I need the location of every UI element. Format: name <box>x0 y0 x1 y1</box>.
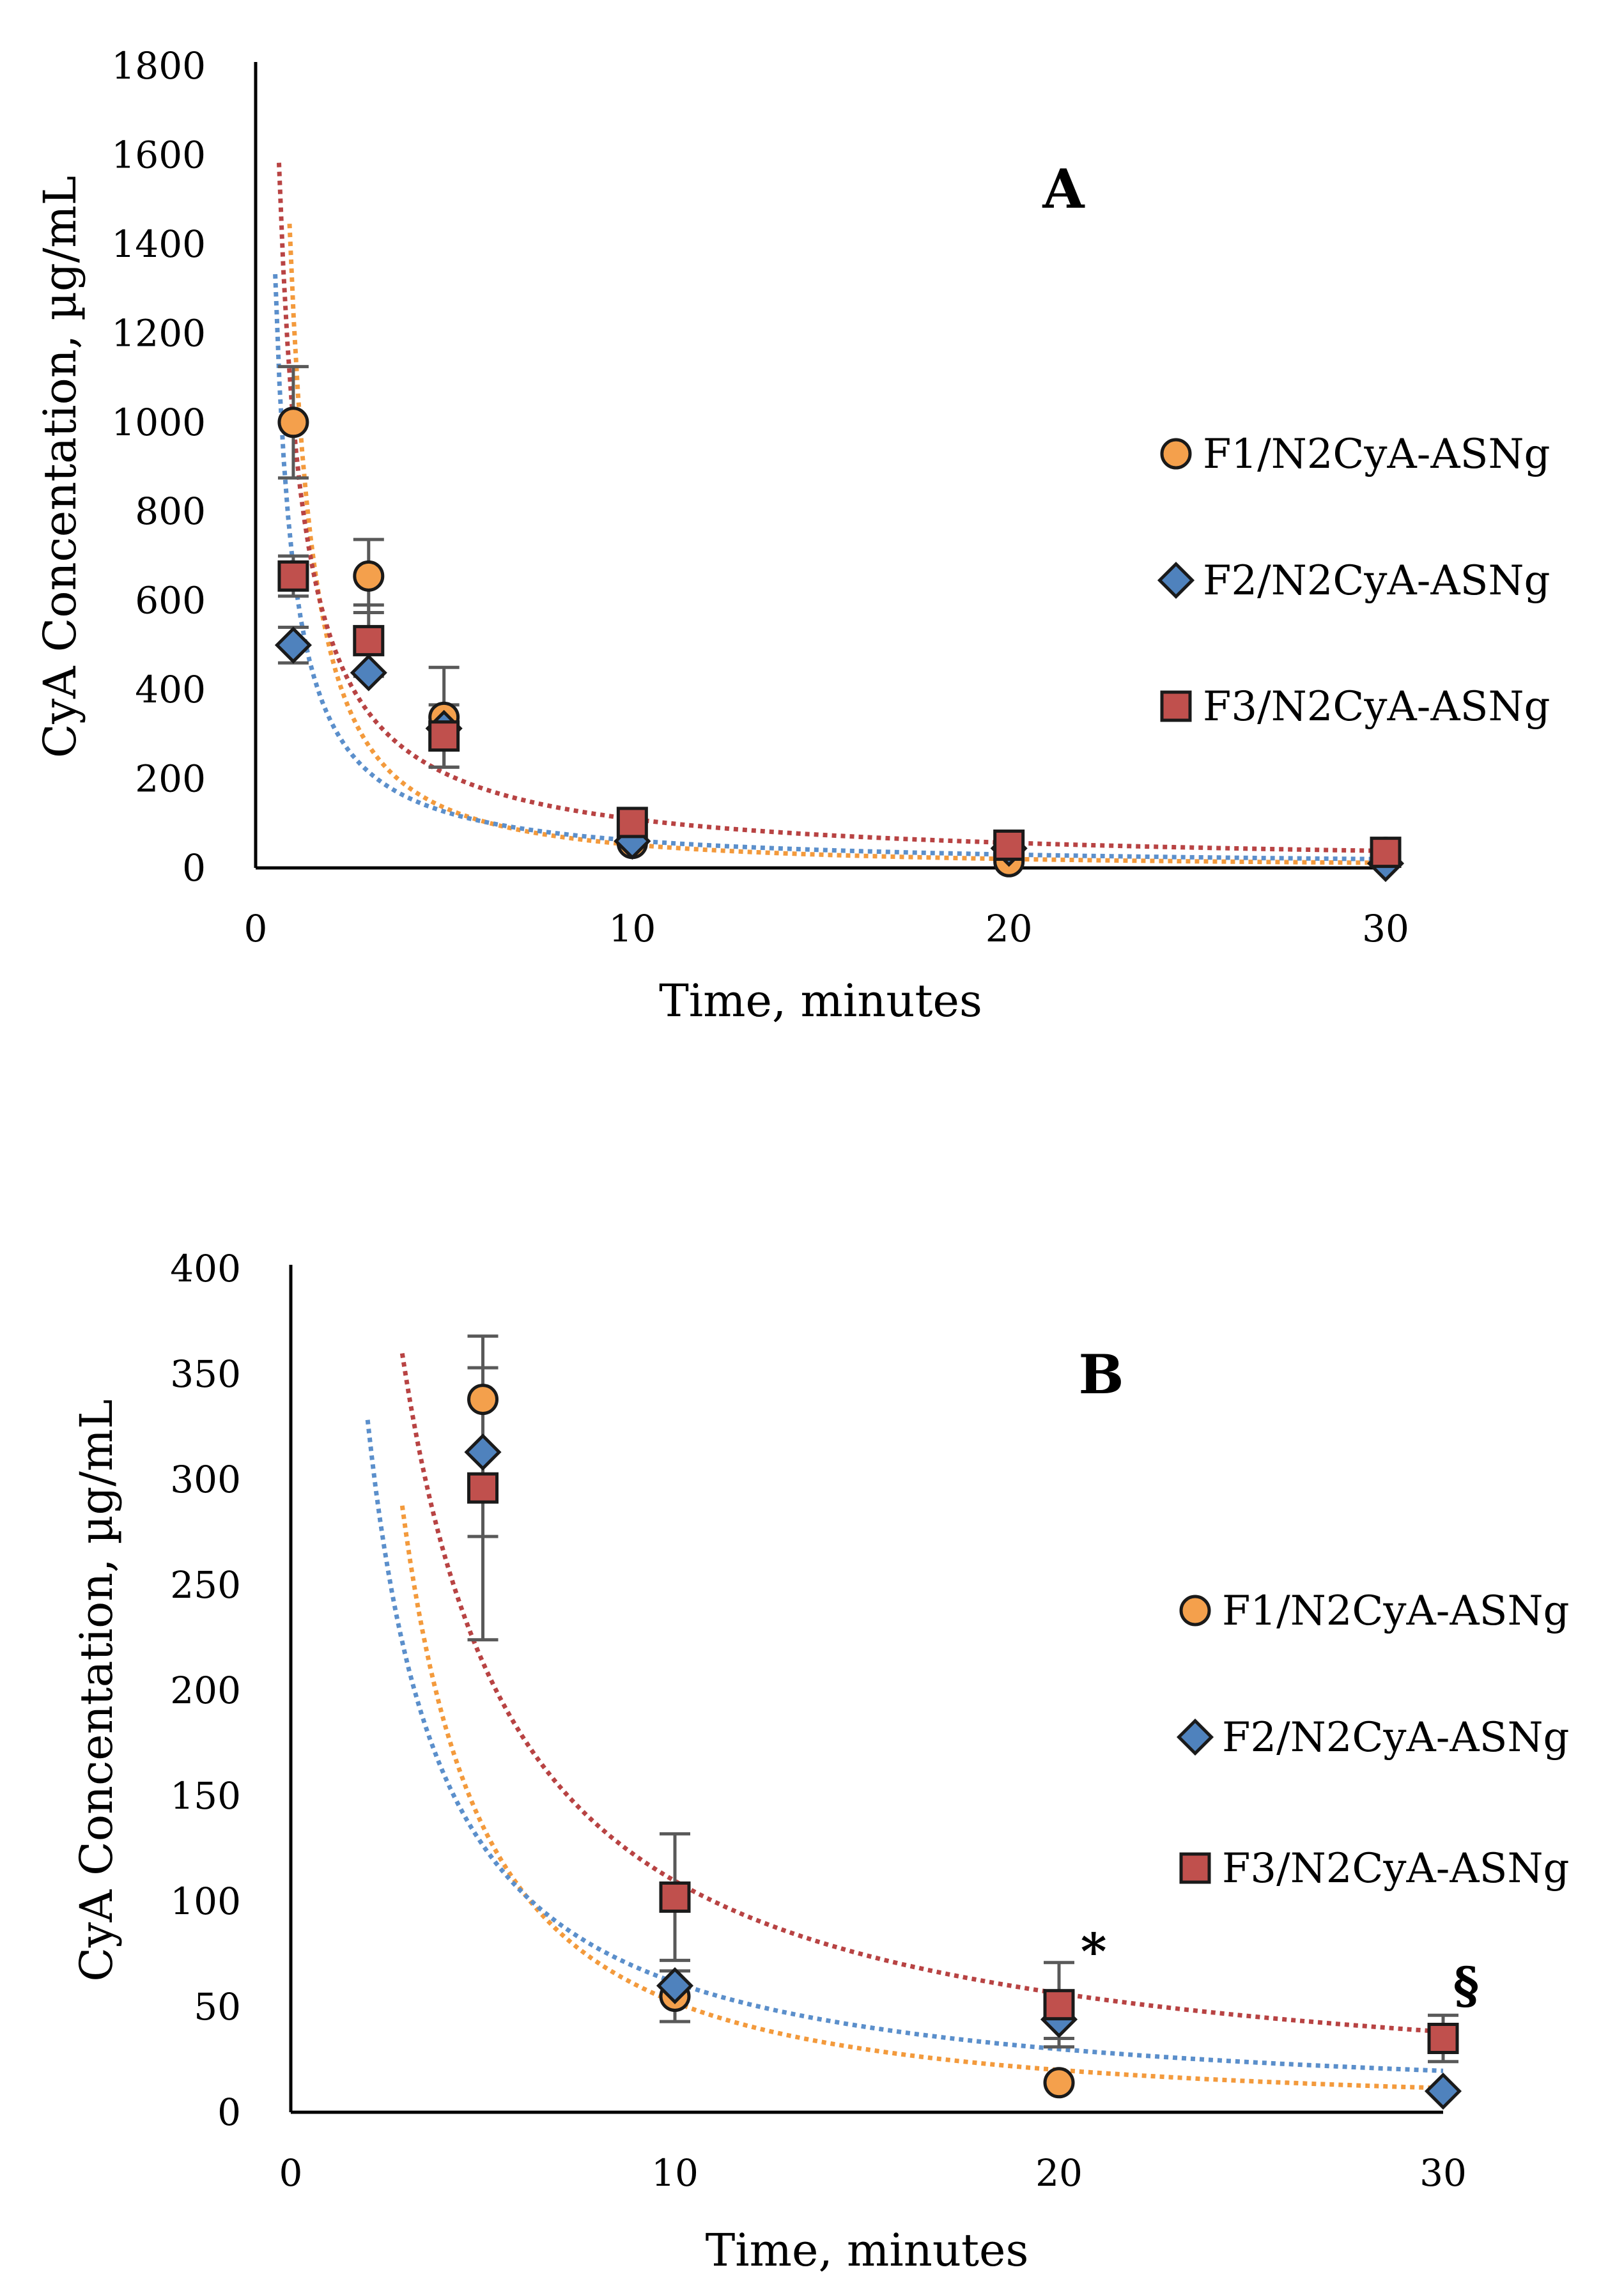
data-point-f3 <box>1370 837 1402 869</box>
data-point-f1 <box>353 560 385 592</box>
x-tick-label: 20 <box>1035 2151 1083 2195</box>
data-point-f3 <box>1427 2023 1459 2054</box>
x-axis-title: Time, minutes <box>706 2224 1029 2276</box>
data-point-f1 <box>467 1384 499 1416</box>
x-tick-label: 30 <box>1419 2151 1467 2195</box>
data-point-f3 <box>467 1472 499 1504</box>
x-tick-label: 20 <box>986 907 1033 950</box>
y-tick-label: 200 <box>170 1669 241 1712</box>
panel-letter: A <box>1042 157 1085 220</box>
data-point-f3 <box>616 807 648 839</box>
trendline-f2 <box>273 274 1386 862</box>
data-point-f3 <box>1043 1989 1075 2021</box>
legend-label: F3/N2CyA-ASNg <box>1203 683 1550 730</box>
data-point-f3 <box>659 1881 691 1913</box>
panel-letter: B <box>1079 1343 1124 1406</box>
significance-annotation: * <box>1081 1923 1107 1981</box>
y-tick-label: 0 <box>217 2091 241 2134</box>
y-axis-title: CyA Concentation, µg/mL <box>34 176 86 758</box>
y-tick-label: 300 <box>170 1458 241 1501</box>
trendline-f1 <box>287 223 1386 865</box>
y-axis-title: CyA Concentation, µg/mL <box>70 1399 123 1981</box>
trendline-f2 <box>365 1419 1444 2073</box>
data-point-f3 <box>277 560 309 592</box>
y-tick-label: 400 <box>170 1247 241 1290</box>
y-tick-label: 200 <box>135 757 206 801</box>
legend-swatch-f3 <box>1160 690 1192 722</box>
data-point-f3 <box>993 829 1025 861</box>
legend-label: F3/N2CyA-ASNg <box>1222 1845 1569 1892</box>
legend-label: F2/N2CyA-ASNg <box>1203 557 1550 605</box>
panel-a-chart: 0 200 400 600 800 1000 1200 1400 1600 1800 0 10 20 30… <box>34 44 1550 1027</box>
legend-label: F1/N2CyA-ASNg <box>1222 1588 1569 1635</box>
legend-swatch-f2 <box>1176 1718 1214 1756</box>
legend-swatch-f2 <box>1157 561 1195 599</box>
legend-label: F2/N2CyA-ASNg <box>1222 1714 1569 1761</box>
y-tick-label: 250 <box>170 1563 241 1607</box>
data-point-f1 <box>1043 2067 1075 2099</box>
data-point-f1 <box>277 406 309 438</box>
trendline-f1 <box>399 1505 1444 2091</box>
legend-label: F1/N2CyA-ASNg <box>1203 431 1550 478</box>
x-tick-label: 30 <box>1362 907 1409 950</box>
legend-swatch-f1 <box>1179 1595 1211 1627</box>
panel-b-chart: 0 50 100 150 200 250 300 350 400 0 10 20 30 Time, min… <box>70 1247 1569 2276</box>
y-tick-label: 50 <box>194 1985 241 2029</box>
data-point-f3 <box>353 624 385 656</box>
legend-swatch-f1 <box>1160 438 1192 470</box>
y-tick-label: 1200 <box>111 311 206 355</box>
y-tick-label: 1600 <box>111 133 206 176</box>
trendline-f3 <box>399 1353 1444 2034</box>
y-tick-label: 350 <box>170 1352 241 1396</box>
data-point-f2 <box>350 654 387 692</box>
y-tick-label: 600 <box>135 579 206 622</box>
x-tick-label: 10 <box>651 2151 699 2195</box>
trendline-f3 <box>277 162 1386 853</box>
y-tick-label: 100 <box>170 1880 241 1923</box>
x-axis-title: Time, minutes <box>659 975 982 1027</box>
significance-annotation: § <box>1453 1956 1480 2014</box>
y-tick-label: 150 <box>170 1774 241 1818</box>
y-tick-label: 0 <box>182 846 206 890</box>
y-tick-label: 1000 <box>111 401 206 444</box>
data-point-f2 <box>1424 2072 1462 2110</box>
x-tick-label: 0 <box>279 2151 303 2195</box>
legend-swatch-f3 <box>1179 1852 1211 1884</box>
data-point-f2 <box>464 1434 502 1471</box>
y-tick-label: 1400 <box>111 222 206 266</box>
y-tick-label: 800 <box>135 490 206 533</box>
x-tick-label: 10 <box>608 907 656 950</box>
data-point-f2 <box>656 1967 694 2005</box>
y-tick-label: 400 <box>135 668 206 711</box>
y-tick-label: 1800 <box>111 44 206 88</box>
x-tick-label: 0 <box>244 907 268 950</box>
data-point-f3 <box>428 720 460 752</box>
data-point-f2 <box>274 626 312 664</box>
